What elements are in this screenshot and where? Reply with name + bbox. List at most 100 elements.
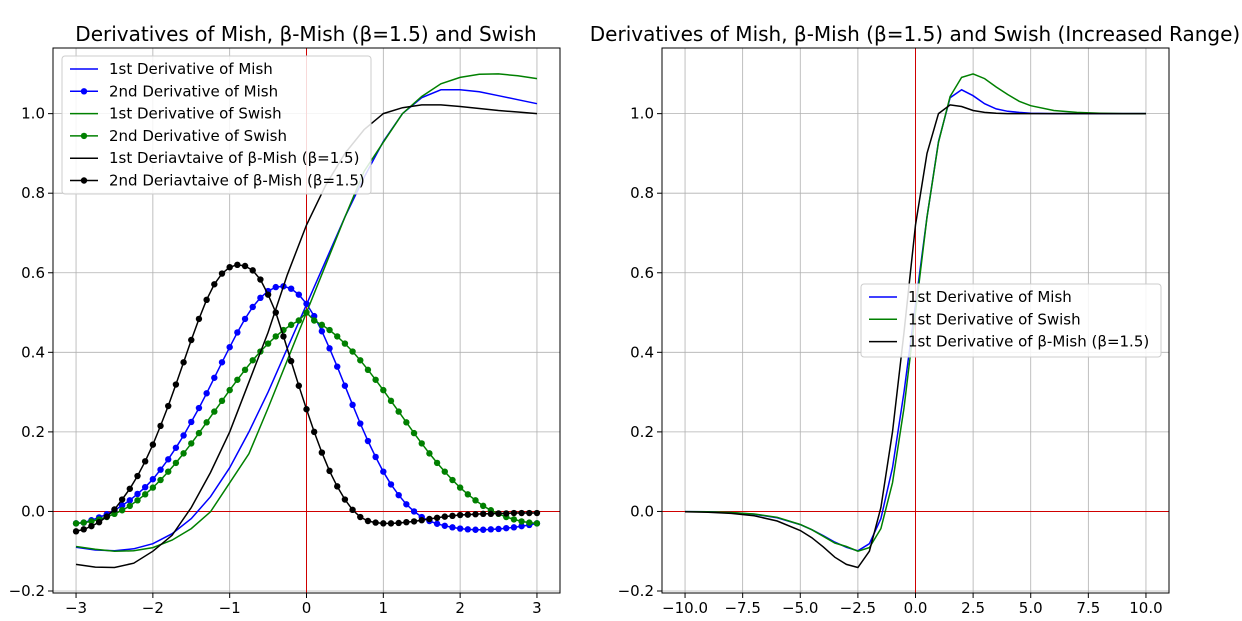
data-point xyxy=(172,444,180,451)
legend-entry: 1st Derivative of β-Mish (β=1.5) xyxy=(869,333,1149,351)
data-point xyxy=(526,519,533,526)
data-point xyxy=(118,507,126,514)
data-point xyxy=(211,374,218,381)
data-point xyxy=(226,343,233,351)
legend-entry: 1st Derivative of Swish xyxy=(869,310,1081,328)
data-point xyxy=(149,476,157,483)
data-point xyxy=(456,511,464,519)
x-tick-label: −10.0 xyxy=(662,599,708,617)
data-point xyxy=(418,440,425,447)
y-tick-label: 0.8 xyxy=(21,184,45,202)
legend: 1st Derivative of Mish 2nd Derivative of … xyxy=(61,55,372,195)
data-point xyxy=(141,458,149,465)
data-point xyxy=(149,441,157,448)
data-point xyxy=(80,526,87,533)
data-point xyxy=(495,510,502,517)
data-point xyxy=(487,510,495,518)
data-point xyxy=(426,515,433,523)
x-tick-label: −3 xyxy=(65,599,87,617)
data-point xyxy=(472,526,479,533)
legend-label: 1st Derivative of Mish xyxy=(908,288,1072,306)
data-point xyxy=(72,528,80,535)
data-point xyxy=(249,357,256,364)
data-point xyxy=(264,340,272,347)
data-point xyxy=(203,296,210,304)
data-point xyxy=(211,408,218,415)
data-point xyxy=(195,429,203,437)
data-point xyxy=(364,366,372,374)
data-point xyxy=(126,497,134,504)
data-point xyxy=(318,328,326,335)
data-point xyxy=(518,518,525,525)
data-point xyxy=(249,303,256,311)
data-point xyxy=(165,468,172,475)
data-point xyxy=(165,402,172,410)
data-point xyxy=(157,466,164,473)
data-point xyxy=(326,326,333,334)
data-point xyxy=(380,386,387,394)
data-point xyxy=(303,309,310,316)
chart-derivatives: Derivatives of Mish, β-Mish (β=1.5) and … xyxy=(9,22,561,617)
data-point xyxy=(88,518,95,525)
data-point xyxy=(303,300,310,307)
data-point xyxy=(395,519,402,527)
x-tick-label: 10.0 xyxy=(1129,599,1162,617)
data-point xyxy=(280,333,287,340)
data-point xyxy=(441,468,448,475)
data-point xyxy=(257,294,264,302)
legend-label: 2nd Derivative of Swish xyxy=(109,127,287,145)
data-point xyxy=(479,526,487,533)
data-point xyxy=(180,432,187,439)
legend-label: 1st Derivative of Swish xyxy=(109,105,282,123)
data-point xyxy=(418,517,425,524)
data-point xyxy=(134,490,141,498)
legend-entry: 2nd Derivative of Swish xyxy=(70,127,287,145)
data-point xyxy=(518,509,525,517)
data-point xyxy=(518,522,525,530)
data-point xyxy=(241,262,249,270)
data-point xyxy=(372,453,379,461)
data-point xyxy=(349,348,356,355)
data-point xyxy=(472,497,479,504)
data-point xyxy=(264,291,272,298)
data-point xyxy=(357,513,364,521)
y-tick-label: 0.0 xyxy=(630,502,654,520)
data-point xyxy=(172,381,180,388)
x-tick-label: 2.5 xyxy=(961,599,985,617)
data-point xyxy=(487,526,495,533)
data-point xyxy=(341,340,349,347)
x-tick-label: −2 xyxy=(142,599,164,617)
data-point xyxy=(526,509,533,517)
data-point xyxy=(449,476,456,484)
data-point xyxy=(326,345,333,352)
data-point xyxy=(118,502,126,509)
data-point xyxy=(310,317,318,324)
x-tick-label: 5.0 xyxy=(1019,599,1043,617)
x-tick-label: −2.5 xyxy=(840,599,876,617)
data-point xyxy=(326,467,333,475)
data-point xyxy=(134,472,141,480)
data-point xyxy=(118,496,126,503)
data-point xyxy=(433,520,441,527)
legend-label: 1st Derivative of Mish xyxy=(109,60,273,78)
legend-entry: 2nd Derivative of Mish xyxy=(70,82,278,100)
data-point xyxy=(334,333,341,340)
data-point xyxy=(111,506,118,513)
data-point xyxy=(364,437,372,445)
data-point xyxy=(364,517,372,525)
legend-entry: 1st Derivative of Mish xyxy=(869,288,1072,306)
legend-entry: 2nd Deriavtaive of β-Mish (β=1.5) xyxy=(70,172,365,190)
data-point xyxy=(188,418,195,426)
data-point xyxy=(510,516,518,523)
data-point xyxy=(380,468,387,475)
data-point xyxy=(372,376,379,383)
data-point xyxy=(510,509,518,517)
data-point xyxy=(533,520,541,527)
data-point xyxy=(464,491,472,498)
data-point xyxy=(241,366,249,374)
data-point xyxy=(372,519,379,526)
data-point xyxy=(410,429,418,437)
data-point xyxy=(249,267,256,274)
y-tick-label: 0.8 xyxy=(630,184,654,202)
